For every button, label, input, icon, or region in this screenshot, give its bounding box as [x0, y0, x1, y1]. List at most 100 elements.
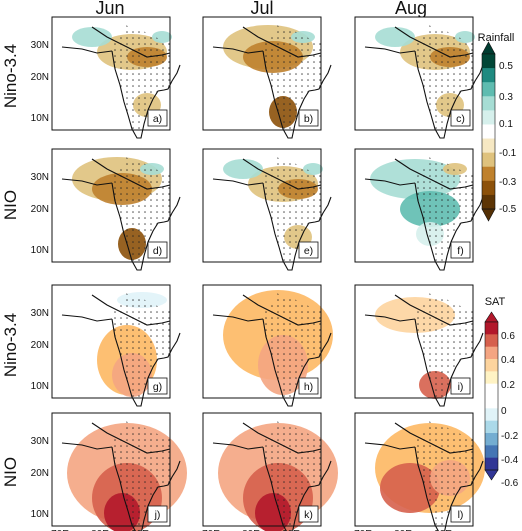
- column-title-jul: Jul: [250, 0, 273, 18]
- colorbar-segment: [485, 383, 498, 397]
- anomaly-shading: [223, 159, 263, 179]
- lat-tick-10N: 10N: [31, 113, 49, 124]
- anomaly-shading: [375, 27, 415, 47]
- coastline: [262, 318, 332, 407]
- row-title-1: Nino-3.4: [1, 44, 20, 108]
- panel-label-box: [147, 109, 168, 127]
- lon-tick-80E: 80E: [394, 529, 412, 531]
- panel-label-text: a): [153, 113, 162, 125]
- rainfall-colorbar-tick: 0.1: [499, 119, 513, 130]
- colorbar-segment: [482, 194, 495, 210]
- colorbar-segment: [482, 96, 495, 111]
- panel-label-text: c): [456, 113, 465, 125]
- lat-tick-20N: 20N: [31, 340, 49, 351]
- panel-label: f): [450, 241, 471, 259]
- row-title-2: NIO: [1, 190, 20, 220]
- panel-label-text: i): [458, 381, 464, 393]
- sat-colorbar-tick: -0.4: [501, 455, 519, 466]
- country-border: [212, 422, 322, 454]
- colorbar-segment: [482, 82, 495, 97]
- colorbar-segment: [482, 110, 495, 125]
- map-panel-c: c): [354, 16, 484, 139]
- panel-label-text: j): [154, 509, 161, 521]
- country-border: [61, 158, 171, 190]
- colorbar-arrow-bottom: [484, 469, 499, 481]
- colorbar-segment: [485, 334, 498, 348]
- panel-label-text: e): [304, 245, 313, 257]
- panel-label-box: [147, 505, 168, 523]
- coastline: [111, 446, 181, 531]
- rainfall-colorbar-tick: 0.5: [499, 61, 513, 72]
- lon-tick-90E: 90E: [282, 529, 300, 531]
- panel-label-text: l): [458, 509, 464, 521]
- colorbar-segment: [482, 124, 495, 140]
- country-border: [61, 422, 171, 454]
- panel-label-box: [450, 241, 471, 259]
- coastline: [111, 50, 181, 139]
- panel-label-box: [450, 505, 471, 523]
- coastline: [262, 446, 332, 531]
- sat-colorbar-tick: -0.6: [501, 478, 519, 489]
- lat-tick-10N: 10N: [31, 381, 49, 392]
- colorbar-arrow-bottom: [481, 208, 496, 222]
- map-panel-f: f): [354, 148, 484, 271]
- panel-label-box: [450, 377, 471, 395]
- panel-label: e): [298, 241, 319, 259]
- map-panel-a: a) 30N 20N 10N: [31, 16, 181, 139]
- row-title-4: NIO: [1, 457, 20, 487]
- rainfall-colorbar-tick: -0.5: [499, 204, 517, 215]
- map-panel-h: h): [202, 284, 333, 407]
- panel-label: l): [450, 505, 471, 523]
- country-border: [212, 294, 322, 326]
- colorbar-segment: [485, 396, 498, 409]
- sat-colorbar-tick: 0.6: [501, 331, 515, 342]
- panel-label-text: k): [304, 509, 313, 521]
- panel-label-box: [450, 109, 471, 127]
- colorbar-segment: [482, 54, 495, 69]
- panel-label-box: [298, 505, 319, 523]
- lat-tick-20N: 20N: [31, 204, 49, 215]
- colorbar-segment: [482, 138, 495, 154]
- rainfall-colorbar-tick: 0.3: [499, 92, 513, 103]
- sat-colorbar: SAT 0.6 0.4 0.2 0 -0.2 -0.4 -0.6: [484, 296, 519, 489]
- panel-label: g): [147, 377, 168, 395]
- anomaly-shading: [72, 27, 112, 47]
- panel-label-text: d): [153, 245, 162, 257]
- panel-frame: [354, 148, 474, 263]
- panel-label: a): [147, 109, 168, 127]
- coastline: [414, 318, 484, 407]
- lat-tick-10N: 10N: [31, 509, 49, 520]
- map-panel-g: g) 30N 20N 10N: [31, 284, 181, 407]
- panel-label: c): [450, 109, 471, 127]
- map-panel-b: b): [202, 16, 332, 139]
- panel-frame: [354, 284, 474, 399]
- sat-colorbar-tick: -0.2: [501, 431, 519, 442]
- panel-frame: [51, 412, 171, 527]
- panel-label-text: h): [304, 381, 313, 393]
- colorbar-segment: [485, 359, 498, 372]
- colorbar-segment: [485, 371, 498, 385]
- coastline: [262, 182, 332, 271]
- coastline: [111, 318, 181, 407]
- lon-tick-90E: 90E: [131, 529, 149, 531]
- map-panel-j: j) 30N 20N 10N 70E 80E 90E: [31, 412, 187, 531]
- rainfall-colorbar-title: Rainfall: [478, 32, 515, 44]
- country-border: [212, 158, 322, 190]
- panel-label: i): [450, 377, 471, 395]
- country-border: [364, 422, 474, 454]
- panel-frame: [51, 284, 171, 399]
- lon-tick-70E: 70E: [354, 529, 372, 531]
- map-panel-d: d) 30N 20N 10N: [31, 148, 181, 271]
- panel-label-text: g): [153, 381, 162, 393]
- rainfall-colorbar-tick: -0.3: [499, 177, 517, 188]
- lon-tick-70E: 70E: [51, 529, 69, 531]
- colorbar-segment: [482, 68, 495, 83]
- panel-frame: [202, 412, 322, 527]
- colorbar-segment: [482, 180, 495, 196]
- rainfall-colorbar-tick: -0.1: [499, 148, 517, 159]
- panel-frame: [354, 412, 474, 527]
- sat-colorbar-tick: 0: [501, 406, 507, 417]
- panel-label: k): [298, 505, 319, 523]
- country-border: [61, 294, 171, 326]
